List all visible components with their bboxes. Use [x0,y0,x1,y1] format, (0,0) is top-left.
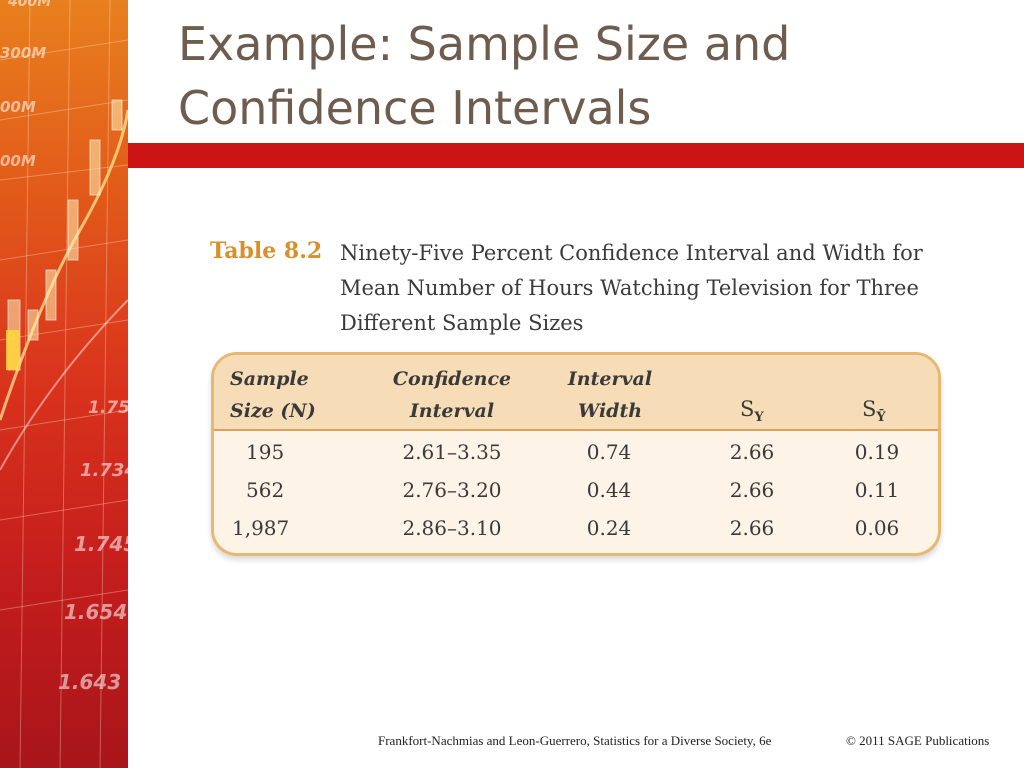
side-number: 00M [0,98,36,116]
cell-standard-error: 0.19 [854,440,900,464]
footer-copyright: © 2011 SAGE Publications [846,733,990,748]
cell-standard-error: 0.11 [854,478,900,502]
side-number: 1.75 [88,398,128,418]
side-number: 400M [8,0,52,10]
cell-sd: 2.66 [729,516,775,540]
cell-sample-size: 562 [246,478,285,502]
cell-interval-width: 0.44 [586,478,632,502]
footer-citation: Frankfort-Nachmias and Leon-Guerrero, St… [378,733,772,748]
header-text: Confidence [392,368,512,390]
table-label: Table 8.2 [210,238,323,264]
slide-title-line2: Confidence Intervals [178,81,652,135]
table-caption: Ninety-Five Percent Confidence Interval … [340,236,940,341]
title-accent-bar [128,143,1024,168]
table-row: 1,987 2.86–3.10 0.24 2.66 0.06 [214,509,938,547]
table-caption-line: Mean Number of Hours Watching Television… [340,276,919,300]
cell-sample-size: 1,987 [232,516,290,540]
side-number: 1.643 [58,670,122,694]
table-caption-line: Different Sample Sizes [340,311,584,335]
header-standard-error: SȲ [862,397,886,425]
header-interval-width: Interval Width [550,363,670,427]
header-symbol: S [740,397,755,421]
cell-sample-size: 195 [246,440,285,464]
table-row: 195 2.61–3.35 0.74 2.66 0.19 [214,433,938,471]
decorative-side-panel: 400M 300M 00M 00M 1.75 1.734 1.745 1.654… [0,0,128,768]
header-text: Size (N) [230,400,316,422]
side-number: 1.654 [64,600,128,624]
side-number: 1.745 [74,532,128,556]
cell-sd: 2.66 [729,478,775,502]
header-sd: SY [740,397,764,425]
side-number: 1.734 [80,460,128,481]
header-text: Interval [409,400,495,422]
cell-standard-error: 0.06 [854,516,900,540]
finance-background-graphic [0,0,128,768]
slide-title-line1: Example: Sample Size and [178,17,791,71]
cell-sd: 2.66 [729,440,775,464]
table-header-row: Sample Size (N) Confidence Interval Inte… [214,355,938,431]
header-sample-size: Sample Size (N) [230,363,340,427]
table-row: 562 2.76–3.20 0.44 2.66 0.11 [214,471,938,509]
cell-confidence-interval: 2.76–3.20 [402,478,502,502]
data-table: Sample Size (N) Confidence Interval Inte… [211,352,941,556]
side-number: 00M [0,152,36,170]
header-subscript: Y [754,410,764,426]
cell-confidence-interval: 2.86–3.10 [402,516,502,540]
table-caption-line: Ninety-Five Percent Confidence Interval … [340,241,923,265]
cell-interval-width: 0.74 [586,440,632,464]
header-text: Sample [230,368,309,390]
header-confidence-interval: Confidence Interval [382,363,522,427]
slide-title: Example: Sample Size and Confidence Inte… [178,12,998,140]
side-number: 300M [0,44,47,62]
header-text: Width [577,400,643,422]
header-text: Interval [567,368,653,390]
header-symbol: S [862,397,877,421]
cell-interval-width: 0.24 [586,516,632,540]
header-subscript: Ȳ [876,410,886,426]
cell-confidence-interval: 2.61–3.35 [402,440,502,464]
